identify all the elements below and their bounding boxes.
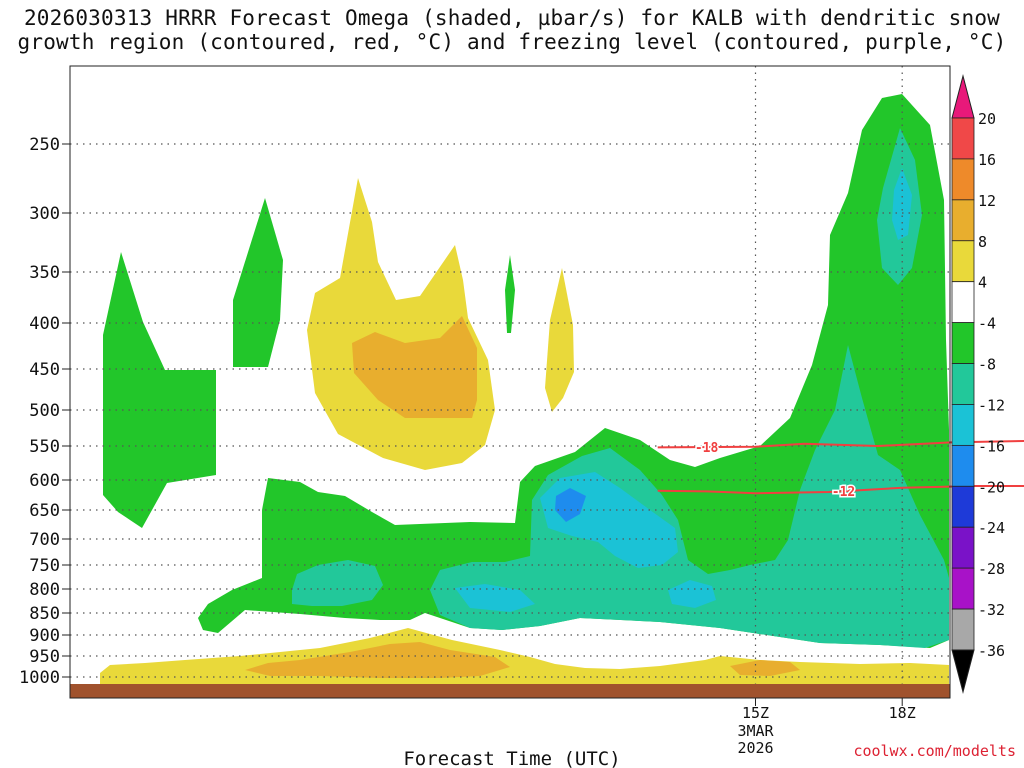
colorbar-band xyxy=(951,485,975,528)
colorbar-label: 16 xyxy=(978,151,996,169)
colorbar-band xyxy=(951,404,975,446)
y-tick-label: 300 xyxy=(29,204,60,224)
colorbar-label: -20 xyxy=(978,478,1005,496)
y-tick-label: 350 xyxy=(29,263,60,283)
omega-shade-green-upper-spike xyxy=(233,198,283,367)
x-axis-label: Forecast Time (UTC) xyxy=(403,748,620,768)
y-tick-label: 850 xyxy=(29,604,60,624)
gridlines xyxy=(70,66,950,684)
colorbar-label: -12 xyxy=(978,396,1005,414)
colorbar-label: -8 xyxy=(978,356,996,374)
omega-shade-blue-spot xyxy=(555,488,586,522)
colorbar-label: -28 xyxy=(978,560,1005,578)
colorbar-band xyxy=(951,240,975,283)
y-axis: 2503003504004505005506006507007508008509… xyxy=(19,135,70,688)
colorbar-label: 4 xyxy=(978,274,987,292)
contour-labels: -18-18-18-12-12-12 xyxy=(693,440,856,502)
omega-shade-orange-rising xyxy=(352,316,477,418)
y-tick-label: 500 xyxy=(29,401,60,421)
omega-shade-teal-main xyxy=(430,345,949,648)
y-tick-label: 250 xyxy=(29,135,60,155)
temperature-contours xyxy=(657,440,1024,495)
omega-shade-green-left-column xyxy=(103,252,216,528)
colorbar-band xyxy=(951,117,975,160)
credit-text: coolwx.com/modelts xyxy=(853,742,1016,760)
colorbar-label: 12 xyxy=(978,192,996,210)
ground-surface xyxy=(70,684,950,698)
colorbar-bottom-arrow xyxy=(951,649,975,694)
contour-label: -18 xyxy=(695,441,719,456)
colorbar-band xyxy=(951,281,975,324)
y-tick-label: 1000 xyxy=(19,668,60,688)
colorbar-top-arrow xyxy=(951,74,975,119)
colorbar-band xyxy=(951,199,975,242)
colorbar: 20 16 12 8 4 -4 -8 -12 -16 -20 -24 -28 -32 -36 xyxy=(951,74,1005,694)
colorbar-band xyxy=(951,567,975,610)
chart-title-line-1: 2026030313 HRRR Forecast Omega (shaded, … xyxy=(23,6,1001,30)
y-tick-label: 400 xyxy=(29,314,60,334)
colorbar-band xyxy=(951,363,975,405)
omega-shade-cyan-right-low xyxy=(668,580,716,608)
y-tick-label: 900 xyxy=(29,626,60,646)
y-tick-label: 750 xyxy=(29,556,60,576)
x-tick-label: 18Z xyxy=(889,704,916,722)
colorbar-band xyxy=(951,444,975,487)
omega-shade-teal-low-left xyxy=(292,560,383,606)
colorbar-label: -24 xyxy=(978,519,1005,537)
contour-label: -12 xyxy=(832,485,855,500)
x-axis: 15Z3MAR202618Z21Z00Z4MAR03Z06Z xyxy=(737,698,916,757)
y-tick-label: 450 xyxy=(29,360,60,380)
omega-shade-green-main-body xyxy=(198,94,949,648)
omega-shade-orange-right-low xyxy=(730,660,800,676)
colorbar-band xyxy=(951,608,975,651)
dendritic-minus12-contour xyxy=(657,485,1024,495)
omega-shade-orange-low-level xyxy=(245,642,510,678)
y-tick-label: 700 xyxy=(29,530,60,550)
omega-shade-yellow-rising xyxy=(307,178,495,470)
colorbar-label: 8 xyxy=(978,233,987,251)
y-tick-label: 800 xyxy=(29,580,60,600)
y-tick-label: 650 xyxy=(29,501,60,521)
omega-shading xyxy=(70,94,950,698)
y-tick-label: 600 xyxy=(29,471,60,491)
colorbar-label: -16 xyxy=(978,437,1005,455)
x-tick-label: 15Z xyxy=(742,704,769,722)
dendritic-minus18-contour xyxy=(657,440,1024,449)
colorbar-label: -36 xyxy=(978,642,1005,660)
y-tick-label: 950 xyxy=(29,647,60,667)
omega-shade-cyan-low xyxy=(455,584,535,612)
y-tick-label: 550 xyxy=(29,437,60,457)
plot-frame xyxy=(69,65,951,699)
colorbar-band xyxy=(951,526,975,569)
x-tick-sublabel: 3MAR xyxy=(737,722,774,740)
colorbar-band xyxy=(951,158,975,201)
colorbar-label: -4 xyxy=(978,315,996,333)
chart-title: 2026030313 HRRR Forecast Omega (shaded, … xyxy=(0,6,1024,54)
colorbar-label: -32 xyxy=(978,601,1005,619)
x-tick-sublabel: 2026 xyxy=(737,739,773,757)
colorbar-label: 20 xyxy=(978,110,996,128)
colorbar-band xyxy=(951,322,975,364)
omega-shade-yellow-small-spike xyxy=(545,268,574,412)
chart-title-line-2: growth region (contoured, red, °C) and f… xyxy=(17,30,1007,54)
omega-shade-green-narrow-spike xyxy=(505,255,515,333)
